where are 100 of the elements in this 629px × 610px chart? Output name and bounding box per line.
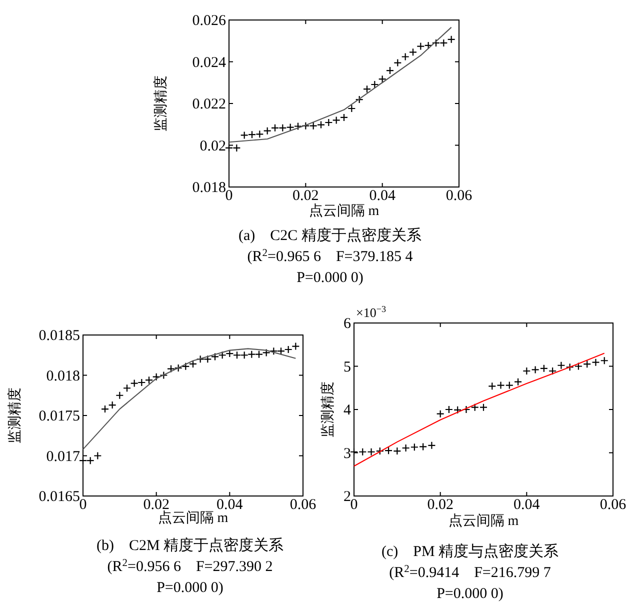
text: ×10$^{−3}$ <box>356 304 386 320</box>
point <box>436 410 444 418</box>
text: (R$^{2}$=0.956 6 F=297.390 2 <box>107 558 273 575</box>
point <box>432 38 440 48</box>
point <box>100 405 110 414</box>
y-tick-label: 5 <box>344 359 351 376</box>
point <box>462 405 470 414</box>
y-tick-label: 0.018 <box>192 180 226 196</box>
point <box>574 362 583 370</box>
point <box>566 363 574 372</box>
point <box>440 38 448 48</box>
point <box>401 52 410 61</box>
point <box>583 360 592 368</box>
point <box>402 444 410 452</box>
point <box>348 104 356 113</box>
point <box>182 362 190 370</box>
text: (a) C2C 精度于点密度关系 <box>238 227 422 244</box>
y-tick-label: 0.022 <box>192 96 226 112</box>
x-tick-label: 0.02 <box>292 188 319 204</box>
y-tick-label: 4 <box>344 402 352 418</box>
x-tick-label: 0.06 <box>446 188 473 204</box>
point <box>410 443 418 452</box>
point <box>270 347 278 356</box>
point <box>557 361 566 370</box>
text: (R$^{2}$=0.9414 F=216.799 7 <box>389 564 552 581</box>
point <box>256 130 264 138</box>
point <box>94 452 102 460</box>
x-axis-title: 点云间隔 m <box>158 510 228 526</box>
x-tick-label: 0.04 <box>369 188 396 204</box>
point <box>592 358 600 366</box>
x-tick-label: 0 <box>350 497 358 513</box>
point <box>270 124 280 132</box>
point <box>78 456 88 465</box>
point <box>284 345 292 354</box>
point <box>355 95 364 104</box>
point <box>394 58 402 67</box>
point <box>548 366 557 376</box>
text: P=0.000 0) <box>296 270 364 286</box>
point <box>86 456 94 465</box>
x-tick-label: 0.06 <box>600 497 627 513</box>
y-axis-title: 监测精度 <box>7 388 23 444</box>
point <box>276 347 286 356</box>
point <box>263 126 272 135</box>
x-tick-label: 0.04 <box>514 497 540 513</box>
point <box>144 376 154 384</box>
y-tick-label: 0.024 <box>192 54 226 71</box>
point <box>240 351 248 360</box>
point <box>294 122 302 130</box>
point <box>454 406 462 414</box>
point <box>444 405 454 414</box>
y-tick-label: 2 <box>344 489 351 505</box>
point <box>424 41 432 50</box>
point <box>254 350 264 358</box>
x-tick-label: 0.04 <box>216 497 244 513</box>
point <box>447 35 456 44</box>
point <box>196 355 204 364</box>
point <box>386 66 394 75</box>
point <box>116 391 124 400</box>
point <box>514 378 522 386</box>
x-axis-title: 点云间隔 m <box>448 513 519 529</box>
point <box>138 378 146 387</box>
point <box>522 366 531 376</box>
point <box>292 342 300 350</box>
point <box>332 116 340 124</box>
x-tick-label: 0.06 <box>290 497 317 513</box>
point <box>302 122 310 130</box>
point <box>324 118 333 127</box>
y-axis-title: 监测精度 <box>153 76 169 132</box>
point <box>340 113 348 122</box>
point <box>540 364 548 372</box>
text: P=0.000 0) <box>436 586 504 602</box>
point <box>370 80 379 89</box>
point <box>286 123 294 132</box>
point <box>600 356 608 365</box>
point <box>384 446 393 455</box>
y-tick-label: 0.0185 <box>38 328 80 344</box>
point <box>531 366 540 374</box>
y-tick-label: 6 <box>344 316 352 332</box>
point <box>262 348 270 357</box>
point <box>240 131 248 140</box>
x-axis-title: 点云间隔 m <box>308 203 380 219</box>
y-tick-label: 0.02 <box>200 138 226 154</box>
point <box>248 350 256 358</box>
text: P=0.000 0) <box>156 580 224 596</box>
text: (c) PM 精度与点密度关系 <box>381 543 559 560</box>
point <box>416 42 425 50</box>
y-tick-label: 0.0175 <box>38 408 80 424</box>
point <box>218 351 226 360</box>
point <box>362 85 372 94</box>
point <box>376 446 384 456</box>
point <box>248 130 256 139</box>
line-series <box>353 352 605 467</box>
point <box>210 352 220 361</box>
text: (R$^{2}$=0.965 6 F=379.185 4 <box>247 248 414 265</box>
point <box>419 442 428 451</box>
y-tick-label: 0.017 <box>46 448 80 465</box>
x-tick-label: 0.02 <box>427 497 454 513</box>
point <box>122 384 132 392</box>
point <box>224 144 234 152</box>
line-series <box>228 26 452 143</box>
